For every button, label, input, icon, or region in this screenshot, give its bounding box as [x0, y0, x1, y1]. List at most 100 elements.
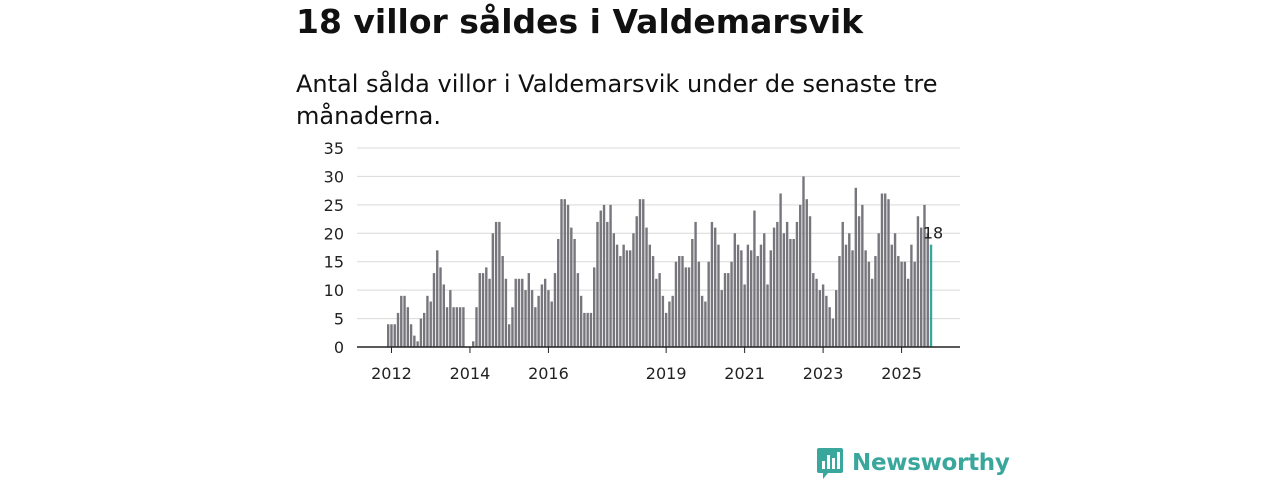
bar [393, 324, 396, 347]
bar [906, 278, 910, 347]
bar [740, 250, 743, 347]
bar [700, 295, 704, 347]
bar [655, 278, 658, 347]
bar [821, 284, 825, 347]
bar [838, 256, 841, 347]
bar [413, 335, 416, 347]
bar [416, 341, 419, 347]
bar [439, 267, 442, 347]
bar [521, 278, 524, 347]
bar [753, 210, 756, 347]
bar [573, 238, 576, 347]
bar [612, 233, 616, 347]
bar [524, 290, 527, 347]
bar [576, 273, 580, 347]
bar [756, 256, 759, 347]
bar [857, 216, 861, 347]
bar [792, 238, 795, 347]
x-tick-label: 2025 [881, 364, 922, 383]
bar [452, 307, 455, 347]
bar [723, 273, 727, 347]
bar [805, 199, 808, 347]
bar [900, 261, 903, 347]
brand-logo: Newsworthy [816, 446, 1010, 480]
bar [491, 233, 495, 347]
bar [514, 278, 517, 347]
bar [485, 267, 488, 347]
x-tick-label: 2016 [528, 364, 569, 383]
bar [557, 238, 560, 347]
bar [923, 204, 926, 347]
bar [419, 318, 423, 347]
bar [651, 256, 655, 347]
bar [870, 278, 874, 347]
bar [625, 250, 629, 347]
bar [530, 290, 534, 347]
grid-lines [357, 147, 960, 320]
bar [746, 244, 750, 347]
bar [808, 216, 812, 347]
bar [563, 199, 566, 347]
bar [475, 307, 478, 347]
bar [867, 261, 871, 347]
bar [802, 176, 805, 347]
bar [893, 233, 897, 347]
bar [825, 295, 828, 347]
chart-subtitle: Antal sålda villor i Valdemarsvik under … [296, 70, 938, 130]
bar [422, 312, 426, 347]
bar [782, 233, 786, 347]
bar [661, 295, 665, 347]
bar [743, 284, 746, 347]
x-tick-label: 2021 [724, 364, 765, 383]
bar [903, 261, 907, 347]
bar [478, 273, 481, 347]
bar [494, 221, 498, 347]
bar [720, 290, 723, 347]
x-axis-ticks: 2012 2014 2016 2019 2021 2023 2025 [371, 347, 922, 383]
highlight-value-label: 18 [923, 224, 943, 243]
bar [648, 244, 651, 347]
bar [583, 312, 586, 347]
bar [799, 204, 802, 347]
bar [534, 307, 537, 347]
y-tick-label: 10 [324, 281, 344, 300]
bar [763, 233, 766, 347]
bar [501, 256, 504, 347]
bar [880, 193, 884, 347]
bar [593, 267, 596, 347]
bar [916, 216, 920, 347]
bar [684, 267, 687, 347]
bar [851, 250, 854, 347]
x-tick-label: 2012 [371, 364, 412, 383]
bar [396, 312, 400, 347]
bar [730, 261, 733, 347]
bar [570, 227, 573, 347]
bar [910, 244, 913, 347]
bar [406, 307, 410, 347]
bar [628, 250, 632, 347]
bar [887, 199, 890, 347]
bar [697, 261, 701, 347]
bar [884, 193, 887, 347]
bar [596, 221, 599, 347]
bar [674, 261, 678, 347]
bar [445, 307, 449, 347]
bar [704, 301, 707, 347]
bar [834, 290, 838, 347]
y-tick-label: 5 [334, 310, 344, 329]
bar [877, 233, 880, 347]
y-tick-label: 15 [324, 253, 344, 272]
y-axis-ticks: 0 5 10 15 20 25 30 35 [324, 139, 344, 357]
bar [586, 312, 589, 347]
bar [442, 284, 445, 347]
bar [632, 233, 635, 347]
bar [429, 301, 432, 347]
y-tick-label: 30 [324, 167, 344, 186]
bar [432, 273, 436, 347]
bar [543, 278, 547, 347]
x-tick-label: 2023 [803, 364, 844, 383]
bar [714, 227, 717, 347]
bar [874, 256, 877, 347]
bar [668, 301, 671, 347]
